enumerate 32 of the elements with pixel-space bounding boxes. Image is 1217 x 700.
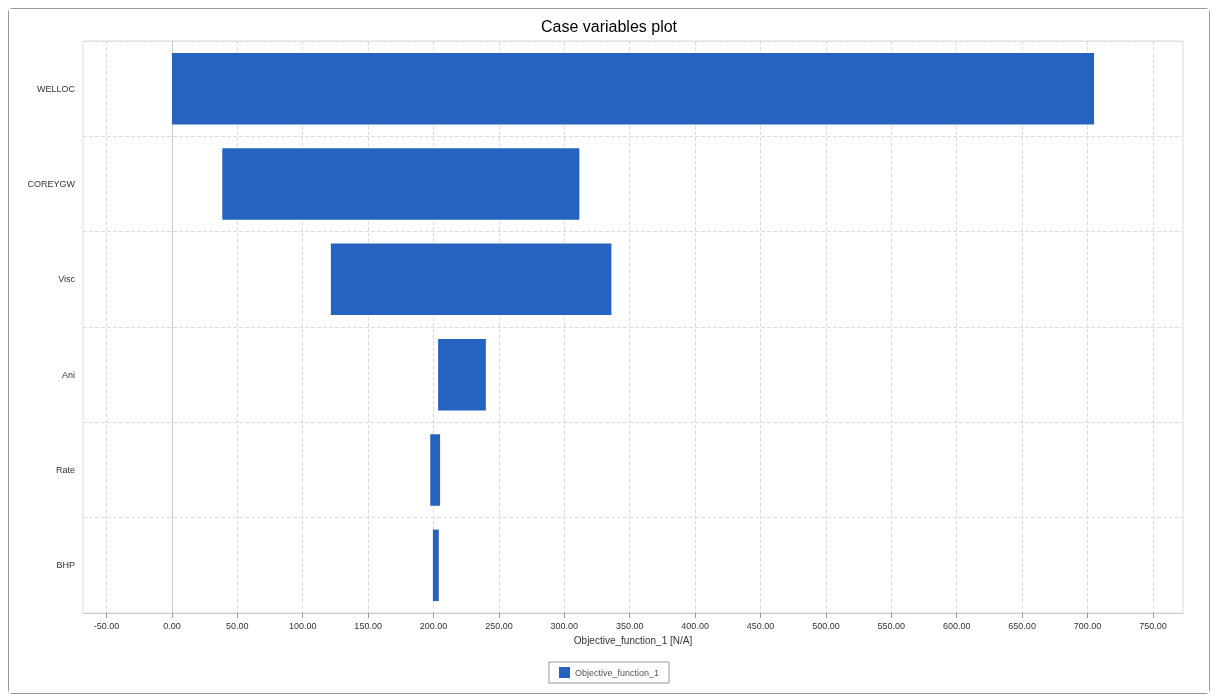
y-tick-label: Ani	[61, 369, 75, 380]
x-tick-label: 200.00	[419, 620, 448, 631]
bar	[438, 338, 486, 411]
x-tick-label: 650.00	[1008, 620, 1036, 631]
x-tick-label: 600.00	[942, 620, 971, 631]
x-tick-label: 450.00	[746, 620, 775, 631]
bar	[171, 52, 1095, 125]
y-tick-label: Rate	[55, 465, 75, 475]
x-tick-label: 150.00	[354, 620, 382, 631]
y-tick-label: BHP	[56, 560, 75, 571]
x-tick-label: 0.00	[163, 620, 181, 631]
x-tick-label: 250.00	[485, 620, 513, 631]
x-tick-label: 700.00	[1073, 620, 1102, 631]
bar	[430, 434, 441, 506]
x-tick-label: -50.00	[93, 620, 120, 631]
x-tick-label: 400.00	[681, 620, 709, 631]
x-tick-label: 300.00	[550, 620, 579, 631]
y-tick-label: COREYGW	[27, 179, 76, 189]
bar	[330, 243, 612, 316]
x-tick-label: 500.00	[812, 620, 840, 631]
bar	[432, 529, 439, 602]
chart-title: Case variables plot	[540, 17, 678, 35]
x-tick-label: 550.00	[877, 620, 906, 631]
legend-label: Objective_function_1	[574, 667, 660, 678]
x-tick-label: 100.00	[288, 620, 317, 631]
y-tick-label: Visc	[58, 274, 76, 285]
x-axis-title: Objective_function_1 [N/A]	[573, 634, 693, 646]
y-tick-label: WELLOC	[36, 83, 76, 94]
x-tick-label: 50.00	[226, 620, 249, 631]
bar	[222, 148, 580, 220]
x-tick-label: 350.00	[615, 620, 644, 631]
x-tick-label: 750.00	[1139, 620, 1167, 631]
